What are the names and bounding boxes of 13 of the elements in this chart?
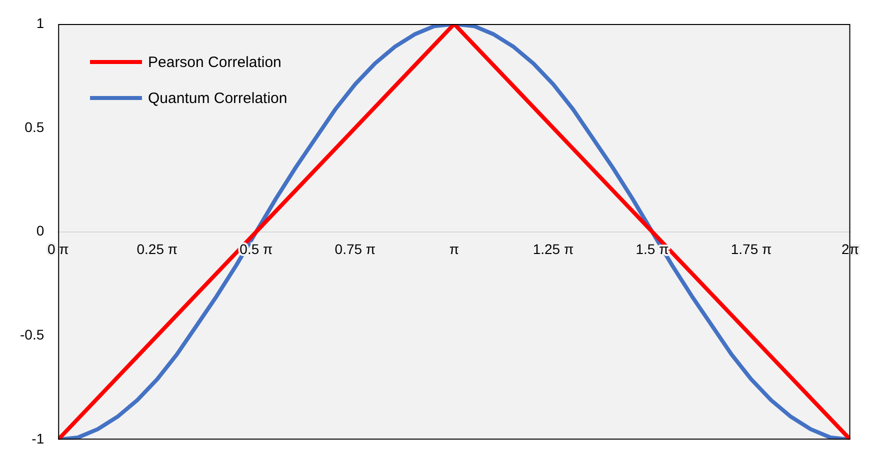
x-tick-label: π [449,241,460,258]
y-tick-label: 1 [36,14,44,31]
x-tick-label: 0.75 π [334,241,376,258]
y-tick-label: 0.5 [24,118,44,135]
y-tick-label: -0.5 [20,326,44,343]
x-tick-label: 1.25 π [532,241,574,258]
y-tick-label: 0 [36,222,44,239]
x-tick-label: 1.75 π [730,241,772,258]
x-tick-label: 0.25 π [136,241,178,258]
legend-label: Pearson Correlation [148,54,282,70]
x-tick-label: 0 π [47,241,70,258]
y-tick-label: -1 [32,430,44,446]
legend-label: Quantum Correlation [148,90,288,106]
